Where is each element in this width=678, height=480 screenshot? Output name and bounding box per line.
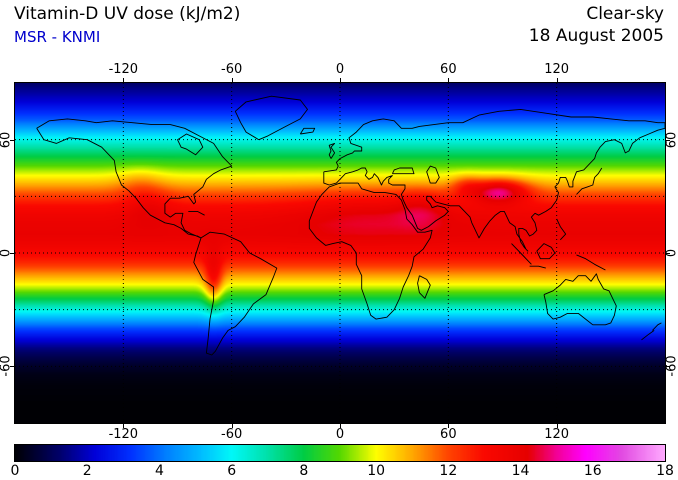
coastline: [177, 133, 204, 156]
lon-tick-label-top: -60: [221, 62, 243, 77]
coastline: [328, 142, 336, 159]
colorbar-tick-label: 12: [439, 463, 458, 479]
lon-tick-top: [340, 78, 341, 82]
page-title: Vitamin-D UV dose (kJ/m2): [14, 4, 241, 24]
lon-tick-label-top: 60: [440, 62, 457, 77]
lat-tick-right: [666, 366, 670, 368]
coastline: [511, 243, 532, 265]
world-map-plot: [14, 82, 666, 424]
coastline: [391, 167, 415, 175]
colorbar-tick-label: 2: [82, 463, 92, 479]
lon-tick-label-bottom: 60: [440, 427, 457, 442]
lon-tick-label-bottom: -60: [221, 427, 243, 442]
lon-tick-label-bottom: 120: [544, 427, 570, 442]
lon-tick-bottom: [340, 424, 341, 428]
colorbar: [14, 444, 666, 462]
colorbar-tick-label: 18: [656, 463, 674, 479]
lon-tick-bottom: [123, 424, 125, 428]
colorbar-tick-label: 6: [227, 463, 237, 479]
coastline: [652, 322, 662, 331]
coastline: [556, 218, 567, 241]
coastline: [234, 95, 308, 141]
source-label: MSR - KNMI: [14, 28, 101, 46]
lon-tick-label-top: -120: [108, 62, 139, 77]
lon-tick-top: [123, 78, 125, 82]
lon-tick-bottom: [448, 424, 450, 428]
coastline: [193, 231, 278, 356]
date-label: 18 August 2005: [528, 26, 664, 46]
lat-tick-left: [10, 366, 14, 368]
coastline: [576, 167, 603, 195]
coastline: [529, 265, 546, 269]
coastline: [536, 243, 556, 260]
colorbar-tick-label: 16: [583, 463, 602, 479]
lon-tick-bottom: [231, 424, 233, 428]
lat-tick-right: [666, 253, 670, 254]
coastline: [308, 182, 433, 320]
lon-tick-label-bottom: 0: [335, 427, 345, 442]
coastline-grid-overlay: [15, 83, 665, 423]
colorbar-tick-label: 0: [10, 463, 20, 479]
lat-tick-left: [10, 253, 14, 254]
lon-tick-label-top: 0: [335, 62, 345, 77]
coastline: [417, 275, 431, 299]
colorbar-tick-label: 14: [511, 463, 530, 479]
colorbar-gradient: [15, 445, 665, 461]
coastline: [36, 118, 233, 239]
lon-tick-top: [448, 78, 450, 82]
colorbar-tick-label: 8: [299, 463, 309, 479]
coastline: [188, 210, 205, 216]
coastline: [299, 127, 316, 135]
lon-tick-bottom: [556, 424, 558, 428]
lon-tick-top: [556, 78, 558, 82]
coastline: [323, 108, 665, 252]
condition-label: Clear-sky: [586, 4, 664, 24]
coastline: [543, 273, 617, 326]
coastline: [576, 254, 606, 271]
lon-tick-top: [231, 78, 233, 82]
coastline: [641, 330, 655, 341]
coastline: [426, 165, 440, 184]
lon-tick-label-top: 120: [544, 62, 570, 77]
lat-tick-left: [10, 139, 14, 141]
lon-tick-label-bottom: -120: [108, 427, 139, 442]
lat-tick-right: [666, 139, 670, 141]
colorbar-tick-label: 10: [367, 463, 386, 479]
colorbar-tick-label: 4: [154, 463, 164, 479]
